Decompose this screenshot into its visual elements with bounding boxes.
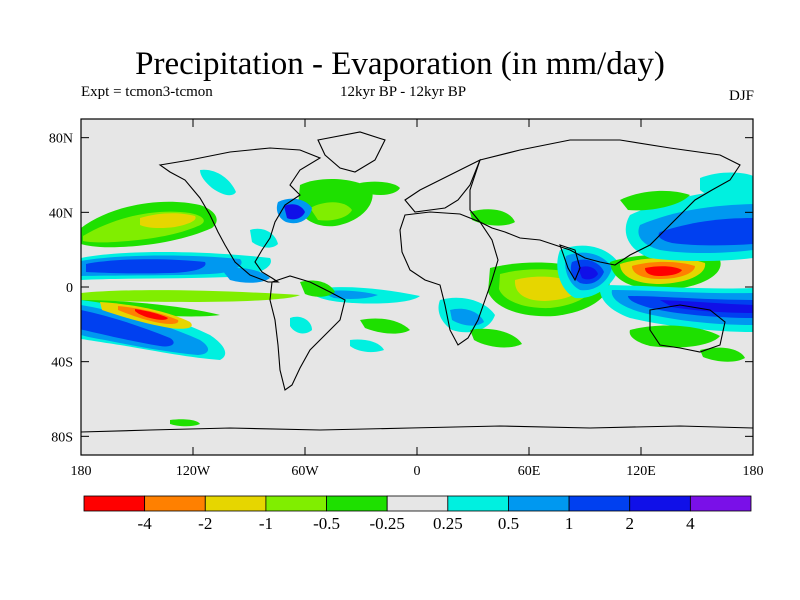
coast-south-america: [269, 275, 346, 391]
coast-australia: [649, 304, 726, 353]
field-natl-dry-inner: [310, 202, 352, 221]
field-s-atl-dry: [360, 318, 410, 334]
field-swpac-wet-core: [660, 300, 753, 313]
field-cpac-wet-inner: [86, 259, 206, 274]
field-natl-north-dry: [360, 181, 400, 196]
lat-tick-label: 40S: [51, 356, 73, 371]
coast-antarctica: [81, 425, 753, 433]
legend-label: 1: [565, 514, 574, 533]
legend-swatch: [629, 495, 691, 512]
field-arabia-dry: [470, 209, 515, 226]
legend-swatch: [144, 495, 206, 512]
field-spac-east-dry: [700, 347, 745, 362]
legend-swatch: [386, 495, 449, 512]
field-spac-dry-inner: [135, 309, 168, 320]
coast-asia: [469, 139, 741, 266]
lon-tick-label: 180: [71, 464, 92, 479]
field-eq-dry: [81, 290, 300, 302]
legend-label: -4: [138, 514, 153, 533]
season-label: DJF: [728, 88, 754, 104]
field-africa-wet-2: [450, 308, 484, 326]
field-wpac-dry-core: [645, 266, 682, 276]
field-se-africa-dry: [470, 328, 522, 348]
lat-tick-label: 40N: [49, 206, 73, 221]
legend-label: 0.5: [498, 514, 519, 533]
coast-europe: [404, 158, 482, 213]
legend-swatch: [508, 495, 570, 512]
field-nwpac-wet-inner: [658, 218, 753, 246]
period-label: 12kyr BP - 12kyr BP: [340, 84, 467, 100]
legend-swatch: [204, 495, 267, 512]
legend-label: -0.5: [313, 514, 340, 533]
lon-tick-label: 60W: [291, 464, 319, 479]
field-nwpac-north-wet: [700, 172, 753, 202]
coast-greenland: [317, 131, 386, 173]
legend-swatch: [689, 495, 752, 512]
lat-tick-label: 0: [66, 281, 73, 296]
legend-label: -1: [259, 514, 273, 533]
lon-tick-label: 180: [743, 464, 764, 479]
field-ne-pacific-dry-inner: [140, 213, 196, 229]
field-s-america-dry: [300, 280, 335, 297]
axis-ticks: 80N 40N 0 40S 80S 180 120W 60W 0 60E 120E 180: [49, 119, 764, 479]
legend-label: 4: [686, 514, 695, 533]
lat-tick-label: 80S: [51, 430, 73, 445]
lon-tick-label: 120W: [176, 464, 211, 479]
field-brazil-wet: [290, 316, 312, 334]
lon-tick-label: 0: [414, 464, 421, 479]
lat-tick-label: 80N: [49, 132, 73, 147]
field-nwpac-dry: [620, 190, 690, 211]
lon-tick-label: 60E: [518, 464, 541, 479]
legend-swatch: [265, 495, 327, 512]
coast-north-america: [158, 147, 322, 283]
field-trop-atl-wet-2: [320, 290, 378, 299]
field-sepac-wet-inner: [81, 310, 174, 347]
legend-swatch: [447, 495, 509, 512]
field-far-south-dry: [170, 419, 200, 427]
field-aus-dry: [629, 325, 720, 348]
coast-india: [559, 244, 581, 282]
field-mexico-wet: [222, 267, 270, 283]
coastlines: [81, 131, 753, 433]
field-bob-wet-core: [578, 266, 598, 280]
legend-swatch: [568, 495, 631, 512]
legend-swatch: [326, 495, 388, 512]
legend-label: -2: [198, 514, 212, 533]
legend-label: 0.25: [433, 514, 463, 533]
color-legend: -4 -2 -1 -0.5 -0.25 0.25 0.5 1 2 4: [83, 495, 752, 533]
anomaly-fields: [81, 169, 753, 427]
field-s-atl-wet: [350, 339, 384, 353]
legend-label: -0.25: [369, 514, 404, 533]
lon-tick-label: 120E: [626, 464, 656, 479]
legend-label: 2: [625, 514, 634, 533]
legend-swatch: [83, 495, 146, 512]
experiment-label: Expt = tcmon3-tcmon: [81, 84, 213, 100]
map-title: Precipitation - Evaporation (in mm/day): [135, 46, 665, 82]
field-nw-atl-wet-inner: [284, 204, 305, 220]
field-nw-america-wet: [200, 169, 236, 196]
